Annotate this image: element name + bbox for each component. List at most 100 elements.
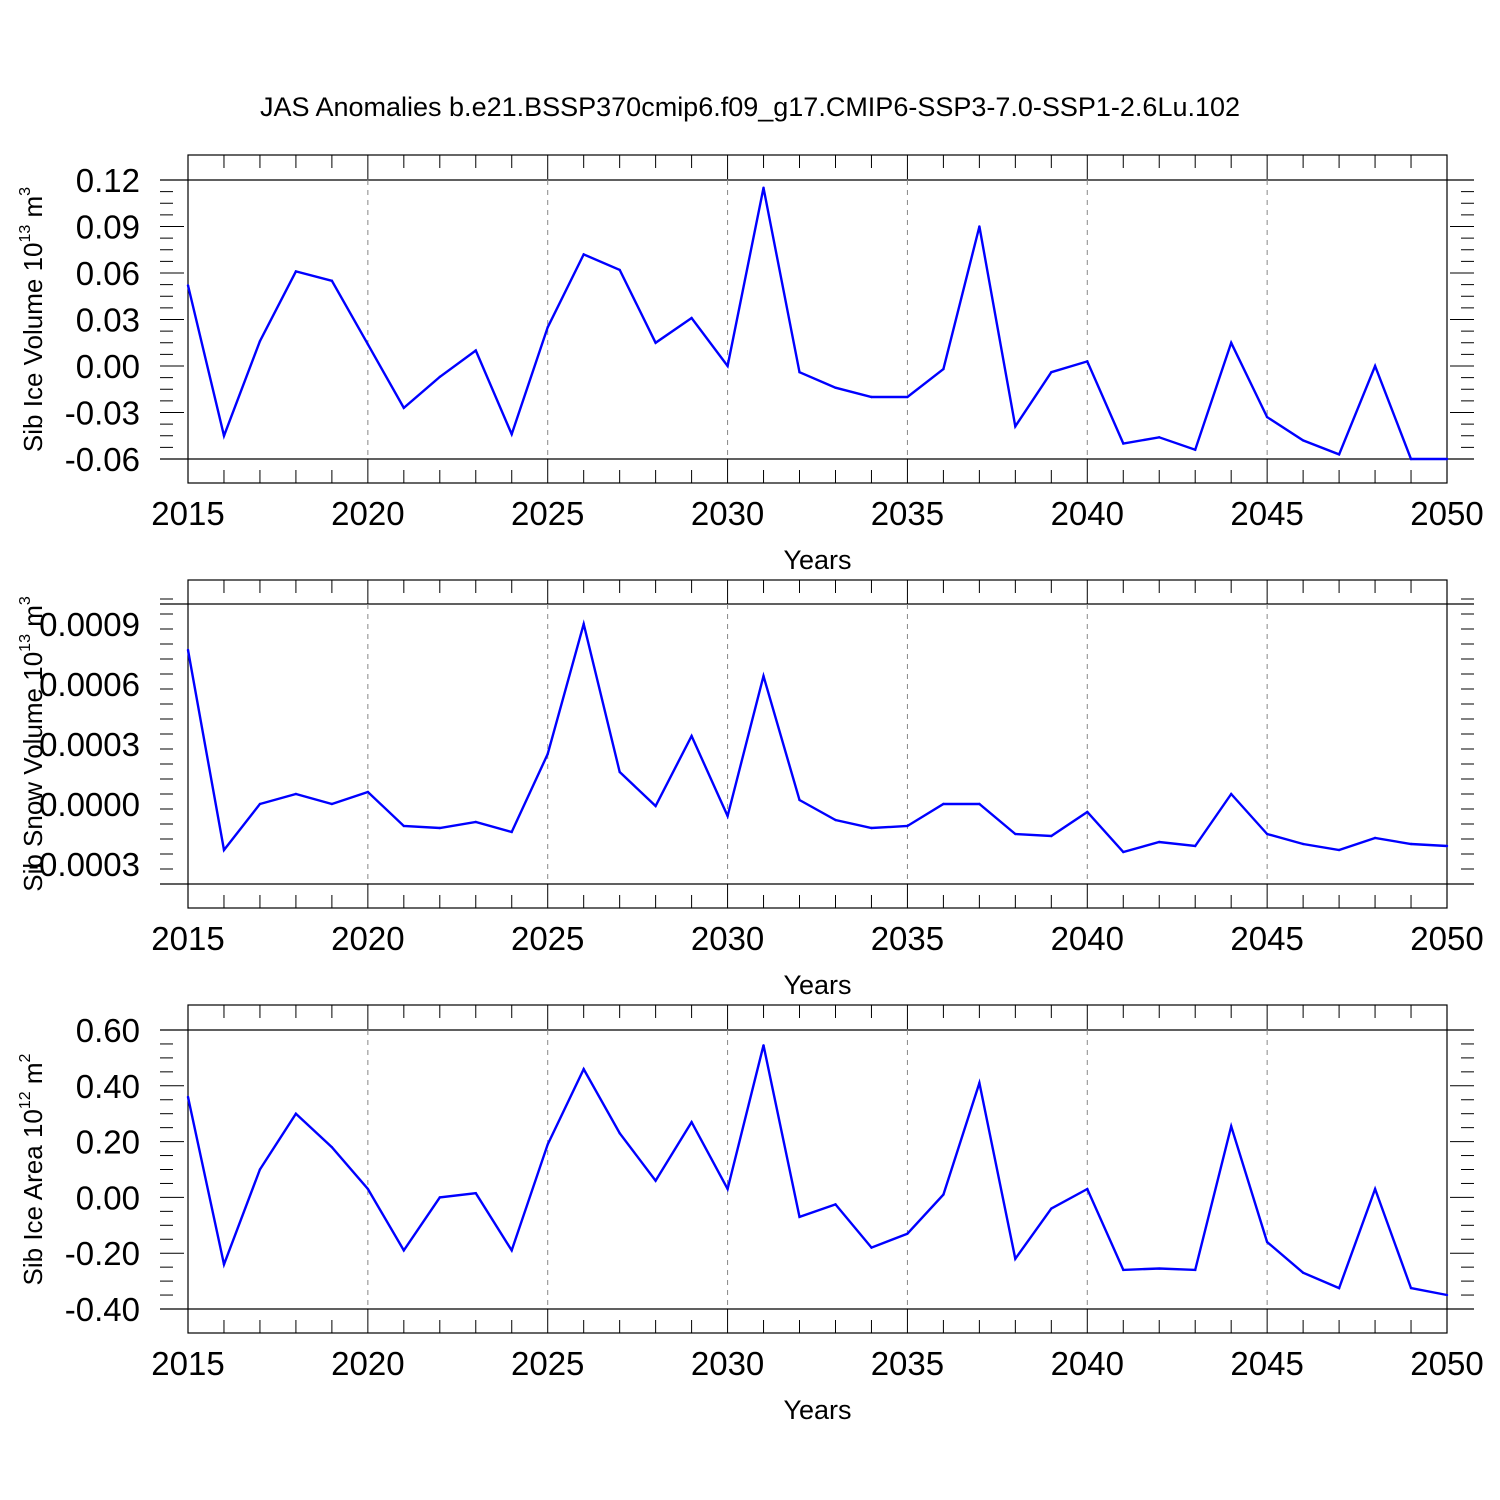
y-tick-label: 0.0000 [39, 786, 140, 823]
data-point [834, 1203, 837, 1206]
x-tick-label: 2050 [1410, 1345, 1483, 1382]
data-point [186, 284, 190, 287]
data-point [1050, 834, 1053, 838]
data-point [1194, 1268, 1197, 1272]
y-axis-label: Sib Ice Area 1012 m2 [17, 1053, 48, 1285]
data-point [546, 1143, 549, 1146]
data-point [1445, 844, 1449, 848]
y-tick-label: 0.60 [76, 1012, 140, 1049]
data-point [870, 395, 873, 399]
data-point [942, 1193, 945, 1196]
x-tick-label: 2050 [1410, 920, 1483, 957]
chart-panels: 2015 2020 2025 2030 2035 2040 2045 2050 Years -0.… [17, 154, 1484, 1425]
y-axis-label-unit: m [18, 605, 48, 634]
y-axis-label-main: Sib Snow Volume 10 [18, 652, 48, 892]
y-tick-label: -0.03 [65, 395, 140, 432]
data-point [762, 186, 765, 189]
x-tick-label: 2050 [1410, 495, 1483, 532]
x-tick-label: 2035 [871, 920, 944, 957]
y-tick-label: 0.03 [76, 302, 140, 339]
y-axis-label-unit-exponent: 2 [17, 1053, 34, 1062]
x-tick-label: 2040 [1051, 495, 1124, 532]
y-axis-label-unit: m [18, 1062, 48, 1091]
data-point [654, 1179, 657, 1182]
x-tick-label: 2040 [1051, 920, 1124, 957]
data-point [1194, 844, 1197, 848]
y-axis-label-exponent: 12 [17, 1091, 34, 1109]
x-tick-label: 2020 [331, 920, 404, 957]
x-axis-label: Years [783, 970, 851, 1000]
data-point [186, 1095, 190, 1099]
y-tick-label: -0.40 [65, 1291, 140, 1328]
data-point [906, 1232, 909, 1235]
data-point [1337, 453, 1341, 456]
data-point [474, 349, 477, 352]
data-point [222, 1263, 226, 1266]
data-point [582, 1067, 585, 1071]
data-point [330, 1145, 334, 1149]
data-point [438, 1196, 441, 1199]
data-point [1229, 341, 1233, 344]
y-tick-label: 0.20 [76, 1124, 140, 1161]
y-tick-label: 0.00 [76, 348, 140, 385]
x-tick-label: 2045 [1230, 495, 1303, 532]
data-point [510, 1249, 513, 1252]
data-point [978, 802, 981, 806]
data-point [1086, 1187, 1089, 1191]
data-point [510, 830, 513, 834]
x-tick-label: 2030 [691, 1345, 764, 1382]
data-point [294, 270, 298, 273]
data-point [474, 1192, 477, 1195]
data-point [618, 268, 621, 272]
data-point [402, 406, 406, 410]
x-tick-label: 2015 [151, 920, 224, 957]
data-point [582, 253, 585, 256]
data-point [726, 1187, 729, 1191]
data-point [1301, 439, 1305, 442]
data-point [1050, 371, 1053, 374]
y-axis-label: Sib Ice Volume 1013 m3 [17, 187, 48, 452]
data-point [1158, 436, 1161, 439]
data-point [1301, 842, 1305, 846]
data-point [1050, 1207, 1053, 1210]
data-point [618, 1132, 621, 1135]
x-tick-label: 2025 [511, 1345, 584, 1382]
data-point [726, 364, 729, 368]
chart-panel-2: 2015 2020 2025 2030 2035 2040 2045 2050 Years -0.… [17, 579, 1484, 1000]
data-point [762, 1044, 765, 1047]
data-point [1265, 1240, 1269, 1244]
data-point [222, 848, 226, 852]
data-point [1122, 442, 1125, 445]
x-tick-label: 2020 [331, 1345, 404, 1382]
y-tick-label: 0.12 [76, 162, 140, 199]
data-point [1445, 1293, 1449, 1297]
data-point [1122, 850, 1125, 854]
y-axis-label-main: Sib Ice Area 10 [18, 1109, 48, 1285]
axes-frame [187, 579, 1448, 909]
data-point [330, 802, 334, 806]
x-tick-label: 2045 [1230, 1345, 1303, 1382]
data-point [798, 798, 801, 802]
x-tick-label: 2025 [511, 920, 584, 957]
data-point [654, 341, 657, 344]
x-tick-label: 2015 [151, 495, 224, 532]
data-point [1158, 1267, 1161, 1270]
data-point [294, 1112, 298, 1115]
data-point [1409, 1286, 1413, 1290]
chart-panel-3: 2015 2020 2025 2030 2035 2040 2045 2050 Years -0.… [17, 1004, 1484, 1425]
data-point [1373, 364, 1377, 368]
data-point [1337, 848, 1341, 852]
y-axis-label-unit-exponent: 3 [17, 596, 34, 605]
data-point [1337, 1286, 1341, 1290]
axes-frame [187, 1004, 1448, 1334]
data-point [366, 1187, 370, 1191]
x-tick-label: 2045 [1230, 920, 1303, 957]
data-point [438, 375, 441, 379]
data-point [402, 824, 406, 828]
y-axis-label-unit: m [18, 196, 48, 225]
y-axis-label-exponent: 13 [17, 634, 34, 652]
data-point [798, 1215, 801, 1219]
series-line-1 [186, 619, 1448, 854]
data-point [1014, 425, 1017, 428]
